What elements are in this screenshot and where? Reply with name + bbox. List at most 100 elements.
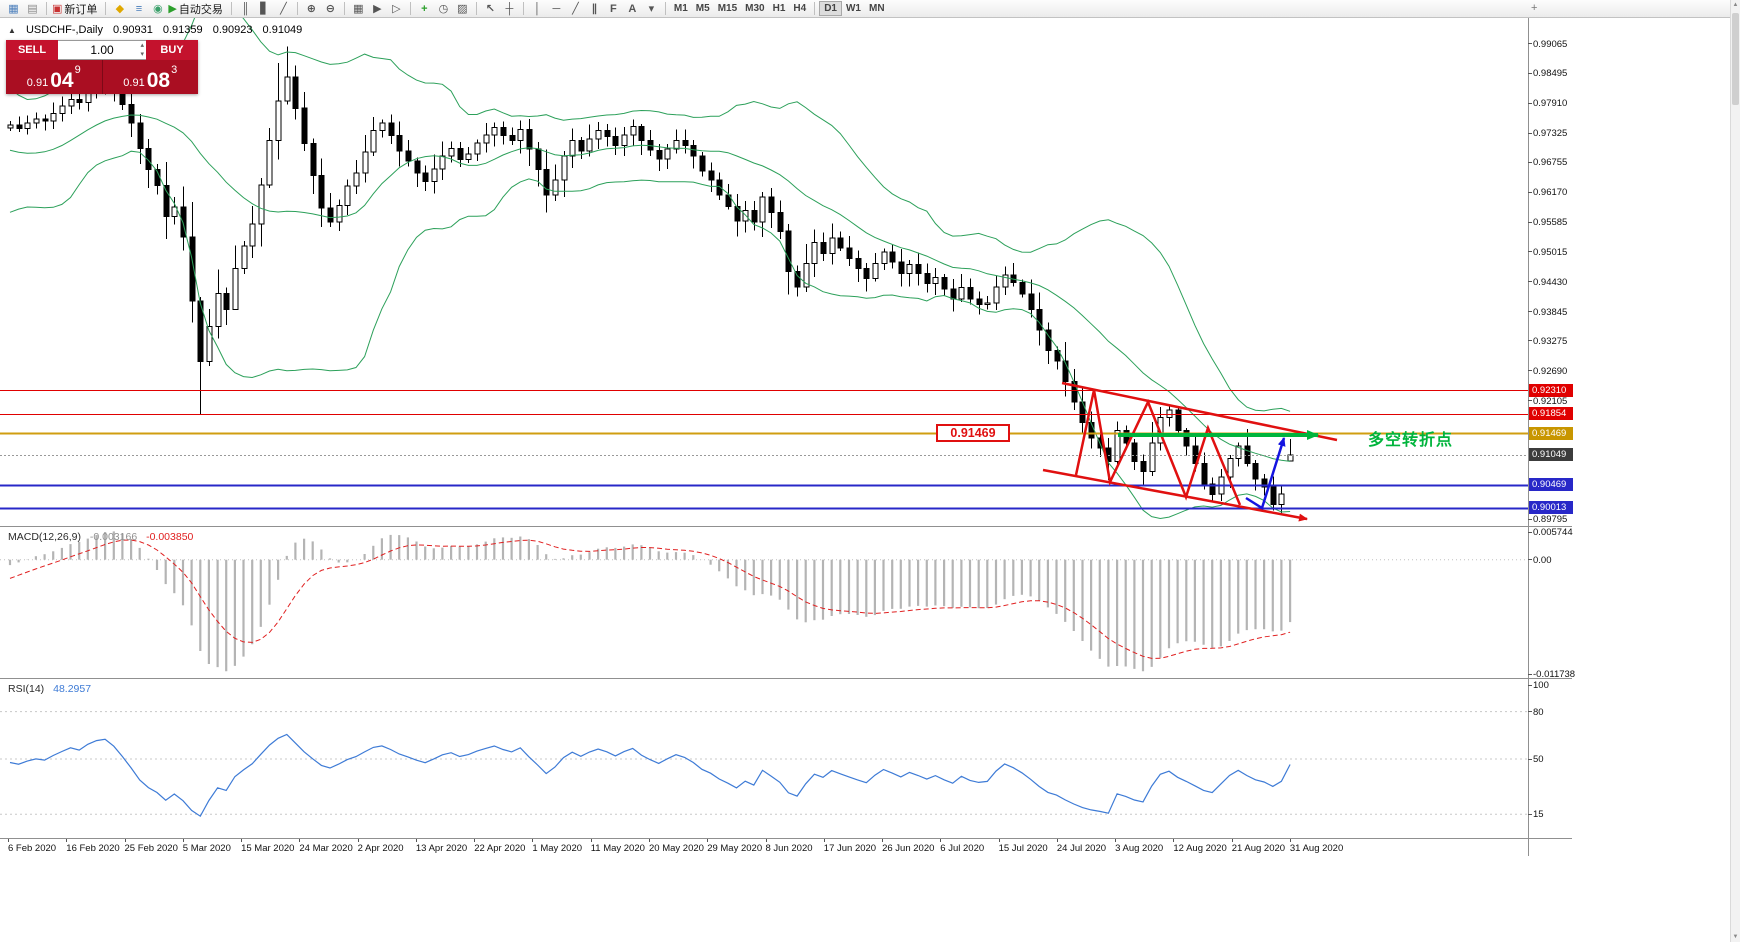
date-tick bbox=[241, 839, 243, 842]
price-axis-label: 0.92690 bbox=[1533, 365, 1568, 377]
periods-icon[interactable]: ◷ bbox=[434, 1, 453, 17]
one-click-trading-panel: SELL 1.00 ▴ ▾ BUY 0.91 04 9 0.91 08 3 bbox=[6, 40, 198, 94]
main-chart-canvas[interactable] bbox=[0, 18, 1528, 526]
date-axis-label: 11 May 2020 bbox=[590, 843, 645, 854]
volume-spinner[interactable]: ▴ ▾ bbox=[140, 41, 144, 59]
rsi-splitter[interactable] bbox=[0, 678, 1572, 679]
date-axis-label: 15 Mar 2020 bbox=[241, 843, 295, 854]
metaeditor-icon[interactable]: ◆ bbox=[110, 1, 129, 17]
timeframe-m1-button[interactable]: M1 bbox=[673, 3, 688, 14]
date-tick bbox=[1231, 839, 1233, 842]
price-axis-label: 0.99065 bbox=[1533, 38, 1568, 50]
chart-shift-icon: ▷ bbox=[392, 2, 401, 15]
cursor-icon[interactable]: ↖ bbox=[481, 1, 500, 17]
autotrading-button[interactable]: ▶ 自动交易 bbox=[167, 1, 226, 17]
buy-price-big: 08 bbox=[146, 69, 171, 92]
price-tick bbox=[1528, 518, 1532, 520]
scrollbar-up-icon[interactable]: ▲ bbox=[1732, 2, 1739, 8]
macd-panel-canvas[interactable] bbox=[0, 528, 1528, 678]
text-icon[interactable]: A bbox=[623, 1, 642, 17]
timeframe-m30-button[interactable]: M30 bbox=[745, 3, 765, 14]
sell-button[interactable]: SELL bbox=[6, 40, 58, 60]
macd-axis-label: 0.00 bbox=[1533, 554, 1552, 566]
timeframe-d1-button[interactable]: D1 bbox=[819, 1, 842, 16]
volume-down-icon[interactable]: ▾ bbox=[140, 51, 144, 58]
chart-profiles-icon[interactable]: ▤ bbox=[23, 1, 42, 17]
volume-value: 1.00 bbox=[90, 43, 114, 57]
date-tick bbox=[998, 839, 1000, 842]
date-tick bbox=[765, 839, 767, 842]
date-tick bbox=[590, 839, 592, 842]
crosshair-icon[interactable]: ┼ bbox=[500, 1, 519, 17]
templates-icon[interactable]: ▨ bbox=[453, 1, 472, 17]
blue-projection-arrow-object[interactable] bbox=[1245, 437, 1286, 510]
sell-price-big: 04 bbox=[50, 69, 74, 92]
price-alert-label[interactable]: 0.91469 bbox=[936, 424, 1010, 442]
turning-point-label[interactable]: 多空转折点 bbox=[1368, 432, 1454, 449]
buy-price[interactable]: 0.91 08 3 bbox=[103, 60, 199, 94]
lower-trendline-object[interactable] bbox=[1042, 468, 1308, 522]
toolbar-overflow-icon[interactable]: + bbox=[1531, 2, 1538, 14]
bollinger-lower-band bbox=[9, 150, 1291, 520]
terminal-icon[interactable]: ≡ bbox=[129, 1, 148, 17]
macd-splitter[interactable] bbox=[0, 526, 1572, 527]
new-chart-icon[interactable]: ▦ bbox=[4, 1, 23, 17]
buy-button[interactable]: BUY bbox=[146, 40, 198, 60]
price-tick bbox=[1528, 132, 1532, 134]
volume-input[interactable]: 1.00 ▴ ▾ bbox=[58, 40, 146, 60]
auto-scroll-icon[interactable]: ▶ bbox=[368, 1, 387, 17]
date-axis-label: 1 May 2020 bbox=[532, 843, 583, 854]
horizontal-line-icon[interactable]: ─ bbox=[547, 1, 566, 17]
fibonacci-icon[interactable]: F bbox=[604, 1, 623, 17]
terminal-icon: ≡ bbox=[135, 2, 143, 15]
zigzag-pattern-object[interactable] bbox=[1074, 389, 1242, 506]
indicators-icon[interactable]: + bbox=[415, 1, 434, 17]
arrows-icon[interactable]: ▾ bbox=[642, 1, 661, 17]
text-icon: A bbox=[628, 2, 637, 15]
chart-info-line: ▲ USDCHF-,Daily 0.90931 0.91359 0.90923 … bbox=[8, 24, 309, 36]
date-axis-label: 20 May 2020 bbox=[649, 843, 704, 854]
zoom-in-icon[interactable]: ⊕ bbox=[302, 1, 321, 17]
chart-shift-icon[interactable]: ▷ bbox=[387, 1, 406, 17]
rsi-label: RSI(14) 48.2957 bbox=[8, 683, 91, 695]
channel-icon[interactable]: ∥ bbox=[585, 1, 604, 17]
market-watch-icon[interactable]: ◉ bbox=[148, 1, 167, 17]
toolbar-separator bbox=[105, 2, 107, 15]
toolbar-icons: ▦ ▤ ▣ 新订单 ◆ ≡ ◉ ▶ 自动交易 ║ ▋ ╱ ⊕ ⊖ ▦ ▶ ▷ + ◷ ▨ ↖ ┼ │ ─ ╱ ∥ F A ▾ bbox=[4, 0, 661, 18]
rsi-panel-canvas[interactable] bbox=[0, 680, 1528, 838]
tile-windows-icon[interactable]: ▦ bbox=[349, 1, 368, 17]
upper-trendline-object[interactable] bbox=[1061, 381, 1338, 442]
macd-label: MACD(12,26,9) -0.003166 -0.003850 bbox=[8, 531, 193, 543]
timeframe-mn-button[interactable]: MN bbox=[868, 3, 885, 14]
trendline-icon: ╱ bbox=[572, 2, 579, 15]
timeframe-h4-button[interactable]: H4 bbox=[793, 3, 807, 14]
timeframe-m5-button[interactable]: M5 bbox=[695, 3, 710, 14]
timeframe-h1-button[interactable]: H1 bbox=[772, 3, 786, 14]
market-watch-icon: ◉ bbox=[153, 2, 163, 15]
scrollbar-thumb[interactable] bbox=[1732, 13, 1739, 105]
sell-price[interactable]: 0.91 04 9 bbox=[6, 60, 102, 94]
bar-chart-icon[interactable]: ║ bbox=[236, 1, 255, 17]
price-axis-label: 0.89795 bbox=[1533, 514, 1568, 526]
line-chart-icon[interactable]: ╱ bbox=[274, 1, 293, 17]
new-order-button[interactable]: ▣ 新订单 bbox=[51, 1, 101, 17]
price-tick bbox=[1528, 72, 1532, 74]
scrollbar-down-icon[interactable]: ▼ bbox=[1732, 934, 1739, 940]
vertical-line-icon[interactable]: │ bbox=[528, 1, 547, 17]
timeframe-m15-button[interactable]: M15 bbox=[717, 3, 738, 14]
cursor-icon: ↖ bbox=[485, 2, 495, 15]
vertical-scrollbar[interactable]: ▲ ▼ bbox=[1730, 0, 1740, 942]
rsi-axis-label: 50 bbox=[1533, 754, 1544, 765]
date-tick bbox=[1173, 839, 1175, 842]
timeframe-w1-button[interactable]: W1 bbox=[845, 3, 861, 14]
date-axis-label: 26 Jun 2020 bbox=[882, 843, 935, 854]
candlestick-chart-icon[interactable]: ▋ bbox=[255, 1, 274, 17]
price-tick bbox=[1528, 161, 1532, 163]
one-click-collapse-icon[interactable]: ▲ bbox=[8, 26, 16, 35]
tile-windows-icon: ▦ bbox=[353, 2, 364, 15]
zoom-out-icon[interactable]: ⊖ bbox=[321, 1, 340, 17]
toolbar-separator bbox=[46, 2, 47, 15]
trendline-icon[interactable]: ╱ bbox=[566, 1, 585, 17]
volume-up-icon[interactable]: ▴ bbox=[140, 42, 144, 49]
